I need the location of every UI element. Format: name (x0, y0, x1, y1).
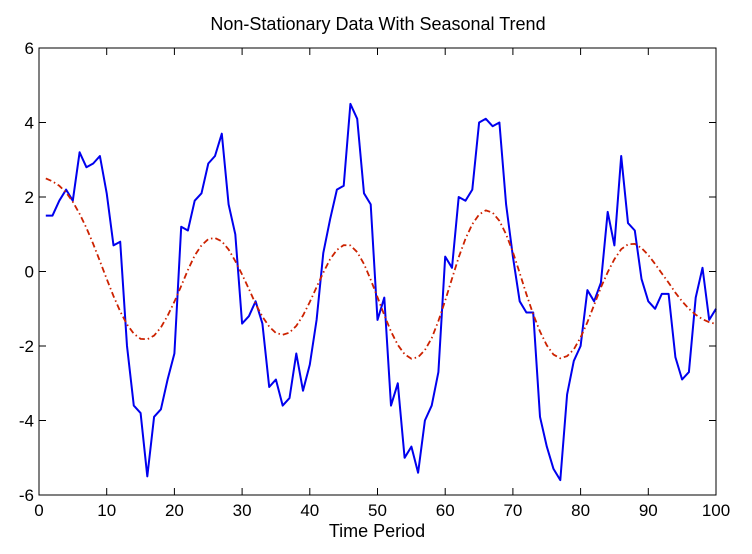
chart-title: Non-Stationary Data With Seasonal Trend (210, 14, 545, 34)
x-tick-label: 50 (368, 501, 387, 520)
y-tick-label: 0 (25, 263, 34, 282)
x-tick-label: 100 (702, 501, 730, 520)
y-tick-label: -2 (19, 337, 34, 356)
axis-ticks: 0 10 20 30 40 50 60 70 80 90 100 -6 -4 -2 0 2 4 6 (19, 39, 730, 520)
x-tick-label: 40 (300, 501, 319, 520)
plot-frame (38, 47, 717, 496)
y-tick-label: 2 (25, 188, 34, 207)
series-layer (45, 102, 717, 482)
x-tick-label: 30 (233, 501, 252, 520)
x-tick-label: 70 (503, 501, 522, 520)
x-tick-label: 20 (165, 501, 184, 520)
x-tick-label: 0 (34, 501, 43, 520)
series-line-1 (45, 102, 717, 482)
x-tick-label: 80 (571, 501, 590, 520)
x-tick-label: 60 (436, 501, 455, 520)
x-tick-label: 10 (97, 501, 116, 520)
x-axis-label: Time Period (329, 521, 425, 541)
y-tick-label: 4 (25, 114, 34, 133)
y-tick-label: -4 (19, 412, 34, 431)
x-tick-label: 90 (639, 501, 658, 520)
y-tick-label: -6 (19, 486, 34, 505)
y-tick-label: 6 (25, 39, 34, 58)
